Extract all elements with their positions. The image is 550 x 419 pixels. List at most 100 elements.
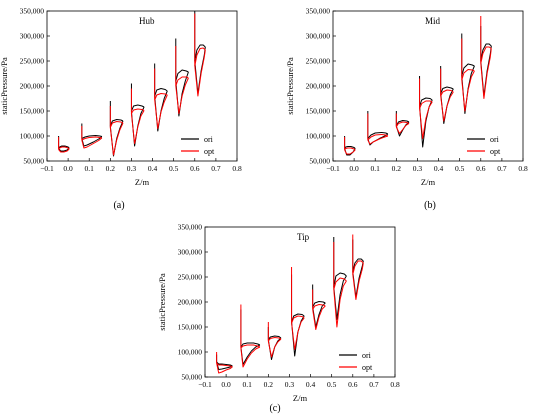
series-line-segment bbox=[440, 89, 454, 97]
series-line-segment bbox=[175, 71, 189, 117]
y-tick-label: 300,000 bbox=[20, 32, 45, 41]
x-tick-label: −0.1 bbox=[40, 164, 54, 173]
series-line-segment bbox=[352, 258, 364, 273]
panel-caption: (c) bbox=[269, 403, 280, 414]
x-tick-label: 0.4 bbox=[306, 380, 316, 389]
legend: ori opt bbox=[181, 135, 215, 156]
x-tick-label: 0.5 bbox=[169, 164, 179, 173]
legend: ori opt bbox=[339, 351, 373, 372]
series-line-segment bbox=[419, 97, 433, 107]
series-line-segment bbox=[367, 132, 389, 139]
panel-caption: (a) bbox=[113, 200, 124, 211]
series-line-segment bbox=[58, 148, 70, 153]
x-tick-label: 0.4 bbox=[148, 164, 158, 173]
panel-title: Mid bbox=[425, 16, 441, 26]
series-ori bbox=[58, 11, 206, 157]
y-tick-label: 100,000 bbox=[306, 132, 331, 141]
y-axis: 50,000 100,000 150,000 200,000 250,000 300,00… bbox=[178, 223, 208, 382]
y-tick-label: 150,000 bbox=[306, 107, 331, 116]
x-tick-label: 0.4 bbox=[434, 164, 444, 173]
series-line-segment bbox=[344, 146, 356, 149]
x-tick-label: 0.7 bbox=[369, 380, 379, 389]
series-line-segment bbox=[480, 43, 492, 62]
x-tick-label: 0.0 bbox=[221, 380, 231, 389]
series-line-segment bbox=[81, 135, 103, 139]
series-line-segment bbox=[419, 100, 433, 109]
series-line-segment bbox=[240, 346, 261, 368]
series-line-segment bbox=[395, 123, 410, 134]
legend-label-opt: opt bbox=[490, 147, 501, 156]
x-tick-label: 0.1 bbox=[85, 164, 95, 173]
series-line-segment bbox=[175, 77, 189, 114]
series-line-segment bbox=[461, 70, 475, 112]
series-line-segment bbox=[267, 337, 282, 342]
x-tick-label: 0.5 bbox=[327, 380, 337, 389]
series-line-segment bbox=[240, 342, 261, 348]
legend-label-ori: ori bbox=[490, 135, 500, 144]
y-axis-title: staticPressure/Pa bbox=[285, 57, 295, 115]
y-tick-label: 100,000 bbox=[178, 348, 203, 357]
series-line-segment bbox=[216, 361, 233, 370]
series-line-segment bbox=[352, 262, 364, 300]
legend-label-ori: ori bbox=[204, 135, 214, 144]
series-line-segment bbox=[291, 317, 305, 350]
series-line-segment bbox=[419, 101, 433, 139]
x-tick-label: 0.3 bbox=[285, 380, 295, 389]
x-tick-label: 0.3 bbox=[413, 164, 423, 173]
x-axis: −0.1 0.0 0.1 0.2 0.3 0.4 0.5 0.6 0.7 0.8 bbox=[40, 158, 242, 173]
panel-title: Tip bbox=[297, 232, 310, 242]
series-opt bbox=[216, 234, 364, 374]
series-line-segment bbox=[352, 260, 364, 275]
chart-panel-hub: −0.1 0.0 0.1 0.2 0.3 0.4 0.5 0.6 0.7 0.8 50,000 100… bbox=[0, 7, 242, 212]
y-tick-label: 300,000 bbox=[306, 32, 331, 41]
legend-label-opt: opt bbox=[204, 147, 215, 156]
series-line-segment bbox=[216, 361, 233, 367]
x-tick-label: 0.1 bbox=[371, 164, 381, 173]
y-tick-label: 300,000 bbox=[178, 248, 203, 257]
y-tick-label: 200,000 bbox=[20, 82, 45, 91]
series-line-segment bbox=[461, 63, 475, 77]
y-tick-label: 150,000 bbox=[178, 323, 203, 332]
y-tick-label: 250,000 bbox=[20, 57, 45, 66]
plot-area bbox=[344, 16, 492, 156]
x-tick-label: 0.6 bbox=[190, 164, 200, 173]
series-line-segment bbox=[395, 120, 410, 127]
series-line-segment bbox=[267, 335, 282, 340]
x-axis: −0.1 0.0 0.1 0.2 0.3 0.4 0.5 0.6 0.7 0.8 bbox=[326, 158, 528, 173]
y-tick-label: 200,000 bbox=[306, 82, 331, 91]
x-tick-label: 0.2 bbox=[392, 164, 402, 173]
series-line-segment bbox=[216, 362, 233, 368]
series-line-segment bbox=[312, 301, 326, 308]
y-axis: 50,000 100,000 150,000 200,000 250,000 300,00… bbox=[306, 7, 336, 166]
y-tick-label: 200,000 bbox=[178, 298, 203, 307]
series-line-segment bbox=[194, 49, 206, 97]
y-tick-label: 50,000 bbox=[23, 157, 44, 166]
series-line-segment bbox=[109, 122, 124, 156]
x-tick-label: 0.0 bbox=[63, 164, 73, 173]
series-line-segment bbox=[333, 272, 347, 288]
series-line-segment bbox=[367, 134, 389, 141]
x-tick-label: 0.6 bbox=[476, 164, 486, 173]
plot-area bbox=[216, 234, 364, 374]
series-line-segment bbox=[440, 86, 454, 94]
plot-area bbox=[58, 11, 206, 157]
series-line-segment bbox=[312, 304, 326, 310]
series-line-segment bbox=[154, 88, 168, 97]
x-tick-label: 0.5 bbox=[455, 164, 465, 173]
panel-title: Hub bbox=[139, 16, 155, 26]
y-axis-title: staticPressure/Pa bbox=[157, 273, 167, 331]
x-tick-label: 0.8 bbox=[518, 164, 528, 173]
legend-label-ori: ori bbox=[362, 351, 372, 360]
x-tick-label: 0.8 bbox=[390, 380, 400, 389]
chart-panel-tip: −0.1 0.0 0.1 0.2 0.3 0.4 0.5 0.6 0.7 0.8 50,000 100… bbox=[157, 223, 400, 415]
series-opt bbox=[58, 13, 206, 156]
x-tick-label: 0.0 bbox=[349, 164, 359, 173]
series-line-segment bbox=[154, 93, 168, 101]
y-tick-label: 350,000 bbox=[178, 223, 203, 232]
legend-label-opt: opt bbox=[362, 363, 373, 372]
series-ori bbox=[344, 26, 492, 156]
series-line-segment bbox=[109, 121, 124, 128]
series-line-segment bbox=[154, 94, 168, 129]
series-opt bbox=[344, 16, 492, 155]
